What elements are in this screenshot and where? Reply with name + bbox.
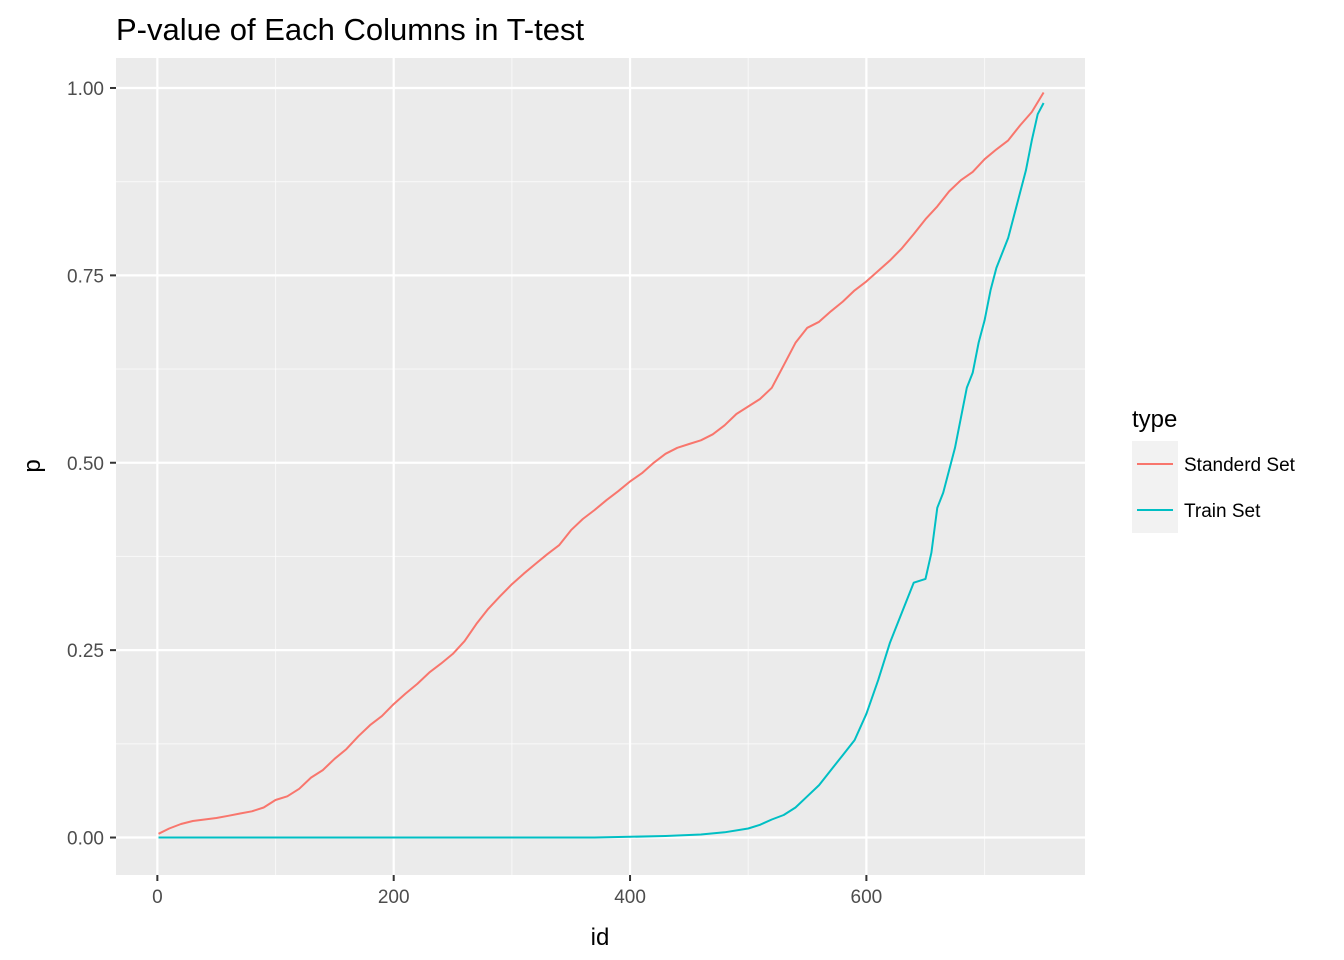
- x-axis-ticks: 0 200 400 600: [152, 875, 882, 908]
- y-tick-label: 0.50: [67, 454, 104, 475]
- y-tick-label: 0.25: [67, 641, 104, 662]
- y-tick-label: 0.75: [67, 266, 104, 287]
- chart-title: P-value of Each Columns in T-test: [116, 12, 584, 47]
- series-lines: [158, 91, 1045, 839]
- series-line-standerd-set: [158, 91, 1045, 835]
- legend-label-train-set: Train Set: [1184, 501, 1261, 522]
- series-line-train-set: [158, 102, 1045, 839]
- y-tick-label: 0.00: [67, 829, 104, 850]
- legend: type Standerd Set Train Set: [1132, 406, 1296, 533]
- y-axis-ticks: 0.00 0.25 0.50 0.75 1.00: [67, 79, 116, 850]
- y-tick-label: 1.00: [67, 79, 104, 100]
- y-axis-title: p: [19, 459, 46, 472]
- x-tick-label: 600: [851, 887, 883, 908]
- x-axis-title: id: [591, 924, 610, 951]
- legend-label-standerd-set: Standerd Set: [1184, 455, 1296, 476]
- legend-title: type: [1132, 406, 1177, 433]
- plot-panel: [116, 58, 1085, 875]
- x-tick-label: 0: [152, 887, 163, 908]
- x-tick-label: 200: [378, 887, 410, 908]
- legend-entries: Standerd Set Train Set: [1132, 441, 1296, 533]
- minor-gridlines: [116, 58, 1085, 875]
- x-tick-label: 400: [614, 887, 646, 908]
